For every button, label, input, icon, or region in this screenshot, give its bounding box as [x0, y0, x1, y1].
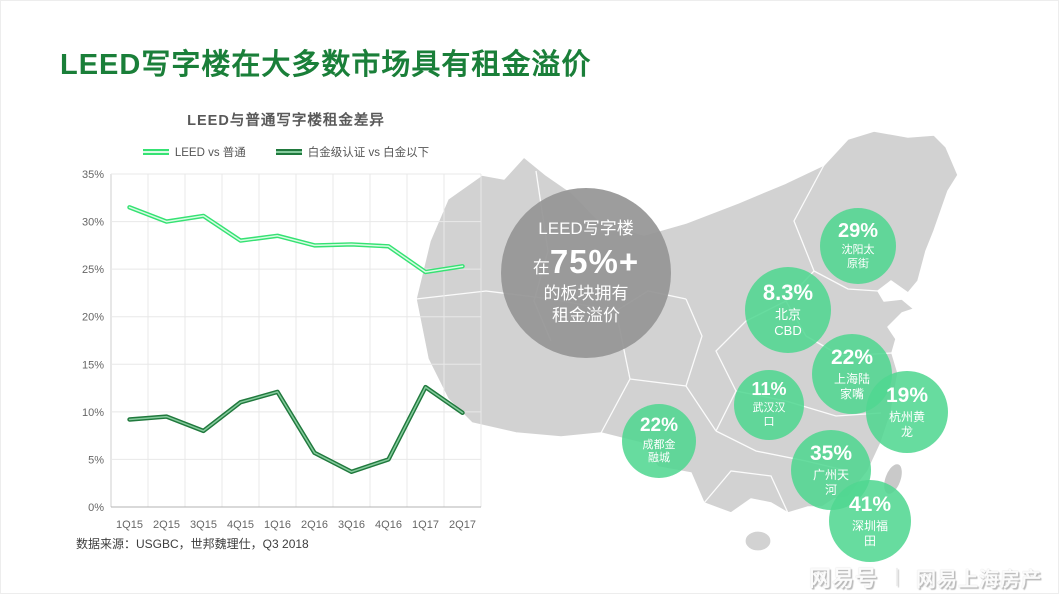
watermark: 网易号 ｜ 网易上海房产	[809, 561, 1042, 593]
x-tick-label: 4Q15	[227, 519, 254, 531]
legend-item-platinum: 白金级认证 vs 白金以下	[275, 144, 430, 160]
source-note: 数据来源：USGBC，世邦魏理仕，Q3 2018	[76, 537, 309, 551]
x-tick-label: 2Q16	[301, 519, 328, 531]
taiwan-island	[883, 463, 903, 495]
x-tick-label: 1Q16	[264, 519, 291, 531]
y-tick-label: 20%	[82, 312, 104, 324]
legend-label-platinum: 白金级认证 vs 白金以下	[307, 147, 430, 159]
y-tick-label: 10%	[82, 407, 104, 419]
watermark-separator: ｜	[888, 568, 906, 588]
callout-line4: 租金溢价	[552, 306, 620, 326]
mainland-silhouette	[415, 131, 959, 514]
callout-line1: LEED写字楼	[538, 219, 634, 239]
y-tick-label: 35%	[82, 169, 104, 181]
chart-title: LEED与普通写字楼租金差异	[187, 113, 385, 129]
legend-swatch-platinum	[275, 149, 302, 155]
x-tick-label: 1Q15	[116, 519, 143, 531]
series-line-0-inner	[128, 206, 464, 273]
x-tick-label: 3Q16	[338, 519, 365, 531]
x-tick-label: 1Q17	[412, 519, 439, 531]
page-title: LEED写字楼在大多数市场具有租金溢价	[60, 49, 592, 81]
y-tick-label: 30%	[82, 217, 104, 229]
premium-line-chart: 0% 5% 10% 15% 20% 25% 30% 35% 1Q15 2Q15 3Q15 4Q15 1Q…	[82, 169, 482, 531]
x-tick-label: 4Q16	[375, 519, 402, 531]
y-tick-label: 15%	[82, 359, 104, 371]
x-tick-label: 2Q15	[153, 519, 180, 531]
legend-item-leed: LEED vs 普通	[142, 144, 246, 160]
callout-line3: 的板块拥有	[543, 284, 629, 304]
watermark-account: 网易上海房产	[916, 568, 1042, 591]
x-tick-label: 3Q15	[190, 519, 217, 531]
chart-legend: LEED vs 普通 白金级认证 vs 白金以下	[76, 144, 496, 160]
watermark-brand: 网易号	[808, 566, 878, 591]
summary-callout-circle: LEED写字楼 在75%+ 的板块拥有 租金溢价	[501, 188, 671, 358]
y-tick-label: 25%	[82, 264, 104, 276]
y-tick-label: 5%	[88, 454, 104, 466]
hainan-island	[744, 530, 772, 551]
legend-swatch-leed	[142, 149, 169, 155]
legend-label-leed: LEED vs 普通	[174, 147, 246, 159]
callout-line2-value: 75%+	[549, 242, 640, 280]
x-tick-label: 2Q17	[449, 519, 476, 531]
callout-line2: 在75%+	[501, 241, 671, 284]
y-tick-label: 0%	[88, 502, 104, 514]
series-line-1-inner	[128, 386, 464, 473]
callout-line2-prefix: 在	[532, 257, 550, 277]
rent-premium-chart: LEED与普通写字楼租金差异 LEED vs 普通 白金级认证 vs 白金以下 …	[76, 109, 496, 542]
